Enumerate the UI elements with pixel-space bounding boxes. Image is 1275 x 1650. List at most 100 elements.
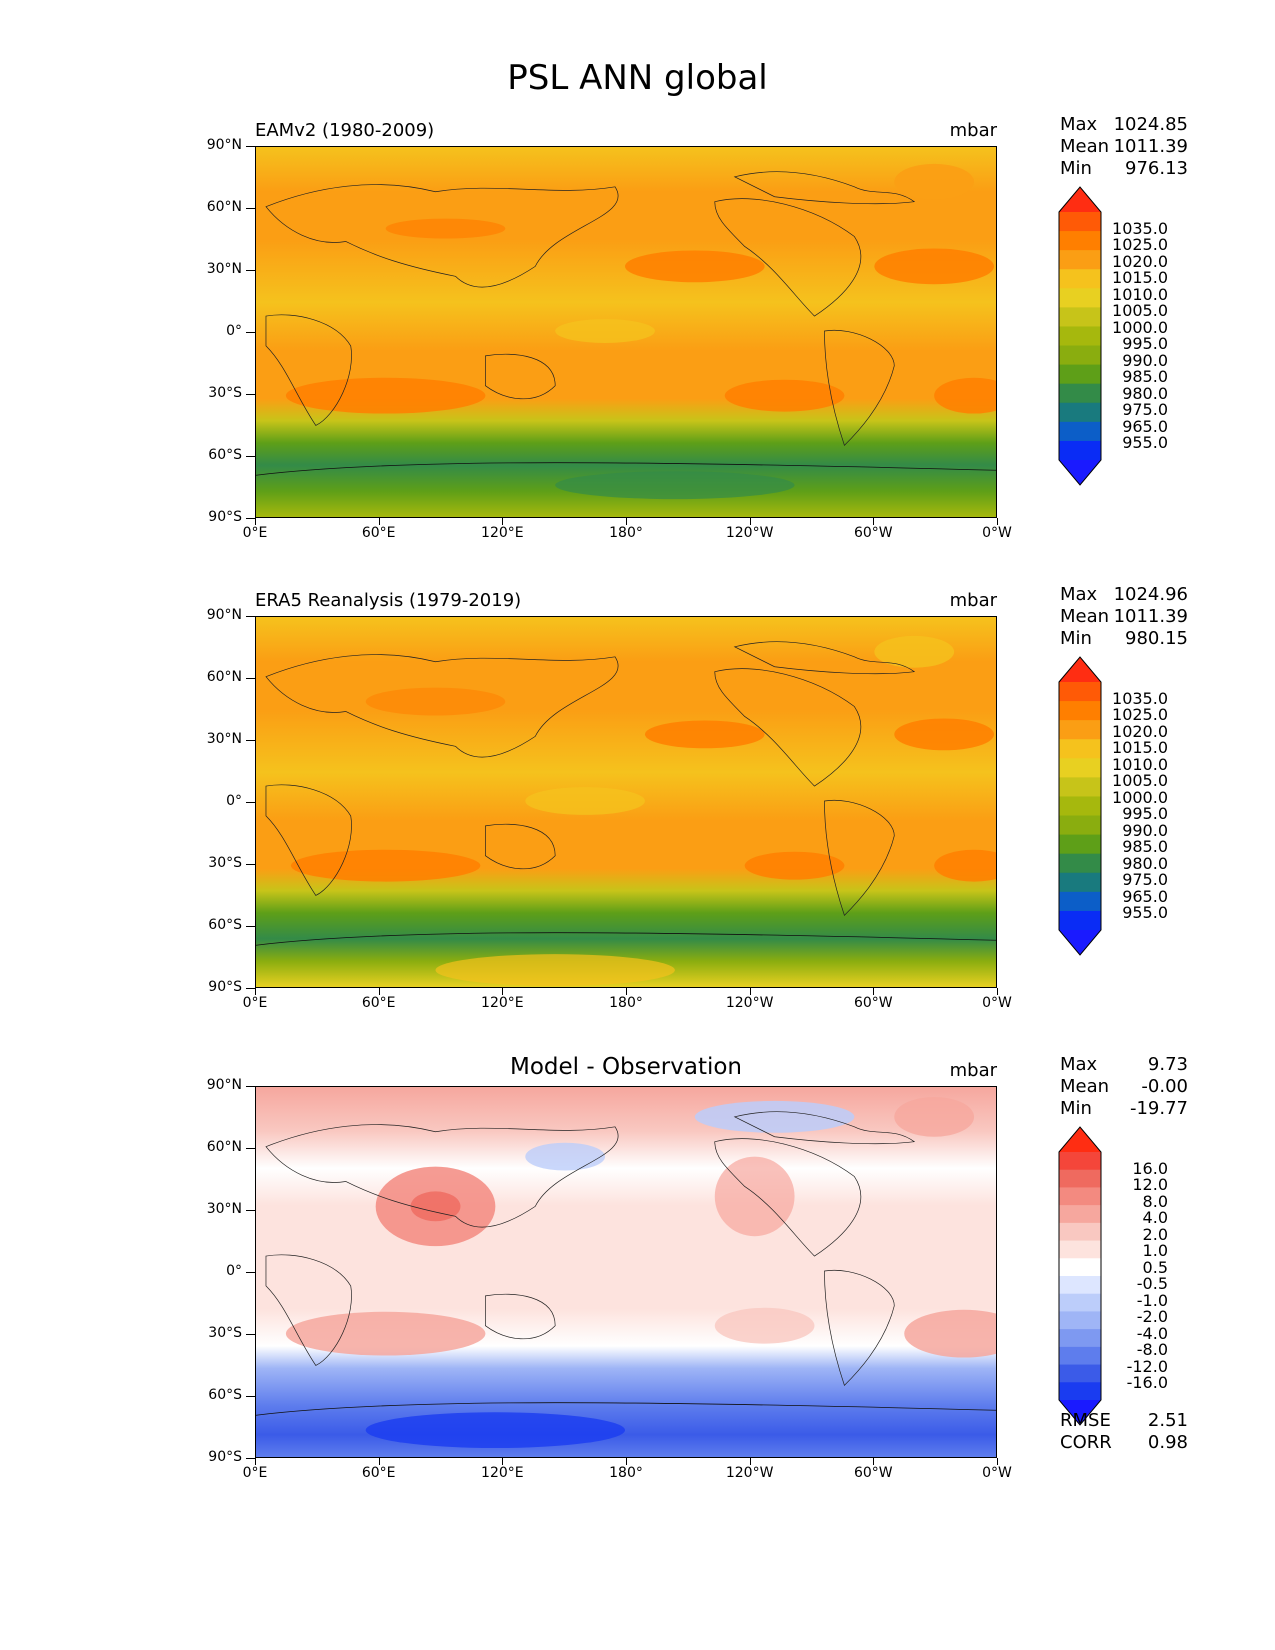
lon-tick-label: 120°W — [725, 1465, 774, 1481]
map-field — [255, 1086, 997, 1458]
colorbar-tick-label: 955.0 — [1122, 903, 1168, 923]
map-field — [255, 146, 997, 518]
colorbar-outline — [1058, 186, 1102, 486]
panel-title: EAMv2 (1980-2009) — [255, 120, 435, 141]
colorbar-tick-label: -12.0 — [1126, 1356, 1168, 1376]
panel-units: mbar — [949, 590, 997, 611]
lat-tick-label: 90°S — [208, 979, 242, 995]
stat-mean: 1011.39 — [1113, 136, 1188, 157]
colorbar-extend-max — [1059, 1127, 1101, 1152]
colorbar-tick-label: 1015.0 — [1112, 738, 1168, 758]
lon-tick-label: 120°E — [481, 525, 524, 541]
lon-tick-label: 120°W — [725, 995, 774, 1011]
colorbar-segment — [1059, 269, 1101, 289]
colorbar-tick-label: 985.0 — [1122, 367, 1168, 387]
colorbar-svg — [1058, 186, 1102, 486]
colorbar-tick-label: 975.0 — [1122, 400, 1168, 420]
colorbar-segment — [1059, 796, 1101, 817]
lat-tick — [246, 332, 255, 333]
stat-min: -19.77 — [1129, 1098, 1188, 1119]
stat-min-label: Min — [1060, 628, 1092, 649]
colorbar-segment — [1059, 815, 1101, 836]
colorbar-outline — [1058, 1126, 1102, 1426]
colorbar-segment — [1059, 853, 1101, 874]
lat-tick — [246, 1396, 255, 1397]
colorbar-segment — [1059, 402, 1101, 423]
colorbar-tick-label: 1000.0 — [1112, 317, 1168, 337]
lat-tick-label: 60°N — [206, 669, 242, 685]
lat-tick-label: 0° — [226, 793, 242, 809]
colorbar-segment — [1059, 1152, 1101, 1171]
panel-units: mbar — [949, 120, 997, 141]
metrics-box: RMSE 2.51 CORR 0.98 — [1060, 1410, 1188, 1454]
lat-tick — [246, 394, 255, 395]
lat-tick-label: 60°S — [208, 1387, 242, 1403]
colorbar-tick-label: 1020.0 — [1112, 251, 1168, 271]
lon-tick — [873, 988, 875, 995]
colorbar-extend-min — [1059, 460, 1101, 485]
colorbar-segment — [1059, 834, 1101, 855]
lon-tick-label: 0°W — [982, 995, 1012, 1011]
colorbar-tick-label: 985.0 — [1122, 837, 1168, 857]
colorbar-segment — [1059, 1258, 1101, 1277]
lat-tick-label: 60°S — [208, 447, 242, 463]
colorbar-segment — [1059, 1187, 1101, 1206]
colorbar-segment — [1059, 1293, 1101, 1312]
lon-tick-label: 60°W — [853, 525, 893, 541]
colorbar-extend-min — [1059, 1400, 1101, 1425]
corr-label: CORR — [1060, 1432, 1112, 1453]
colorbar-tick-label: -16.0 — [1126, 1373, 1168, 1393]
stats-box: Max 1024.85 Mean 1011.39 Min 976.13 — [1060, 114, 1188, 180]
colorbar-segment — [1059, 701, 1101, 721]
colorbar-tick-label: 1005.0 — [1112, 771, 1168, 791]
colorbar-tick-label: 990.0 — [1122, 820, 1168, 840]
stat-mean-label: Mean — [1060, 1076, 1110, 1097]
colorbar-labels: 1035.0 1025.0 1020.0 1015.0 1010.0 1005.0 1000… — [1090, 186, 1170, 486]
corr-value: 0.98 — [1147, 1432, 1188, 1453]
lon-tick-label: 0°W — [982, 1465, 1012, 1481]
lon-tick-label: 120°E — [481, 995, 524, 1011]
panel-model: EAMv2 (1980-2009) mbar — [0, 114, 1275, 574]
stat-min: 980.15 — [1125, 628, 1188, 649]
colorbar-segment — [1059, 250, 1101, 270]
colorbar-segment — [1059, 1346, 1101, 1366]
lat-tick-label: 60°N — [206, 1139, 242, 1155]
colorbar-segment — [1059, 1205, 1101, 1224]
stat-mean: -0.00 — [1141, 1076, 1188, 1097]
colorbar-outline — [1058, 656, 1102, 956]
colorbar-tick-label: -1.0 — [1136, 1290, 1168, 1310]
colorbar-tick-label: 4.0 — [1142, 1208, 1168, 1228]
lon-tick — [997, 518, 998, 525]
lon-tick-label: 60°E — [361, 995, 396, 1011]
colorbar-tick-label: 975.0 — [1122, 870, 1168, 890]
colorbar-extend-max — [1059, 187, 1101, 212]
lat-tick — [246, 802, 255, 803]
lon-tick — [997, 988, 998, 995]
colorbar-segment — [1059, 307, 1101, 327]
lat-tick — [246, 988, 255, 989]
lon-tick-label: 0°W — [982, 525, 1012, 541]
lat-tick-label: 30°N — [206, 731, 242, 747]
lon-tick — [749, 518, 751, 525]
colorbar-segment — [1059, 345, 1101, 366]
panel-title: Model - Observation — [509, 1054, 743, 1080]
lon-tick — [502, 518, 504, 525]
colorbar-tick-label: 1035.0 — [1112, 218, 1168, 238]
colorbar-tick-label: -2.0 — [1136, 1307, 1168, 1327]
colorbar — [1058, 1126, 1102, 1426]
stat-min: 976.13 — [1125, 158, 1188, 179]
colorbar-segment — [1059, 1240, 1101, 1259]
colorbar-labels: 1035.0 1025.0 1020.0 1015.0 1010.0 1005.0 1000… — [1090, 656, 1170, 956]
lat-tick — [246, 1272, 255, 1273]
colorbar-tick-label: 1025.0 — [1112, 235, 1168, 255]
lon-tick — [873, 518, 875, 525]
lon-tick-label: 180° — [609, 525, 643, 541]
lat-tick — [246, 1334, 255, 1335]
colorbar-segment — [1059, 364, 1101, 385]
lat-tick-label: 90°N — [206, 1077, 242, 1093]
colorbar-tick-label: 1000.0 — [1112, 787, 1168, 807]
lon-tick-label: 180° — [609, 995, 643, 1011]
colorbar-segment — [1059, 682, 1101, 702]
stats-box: Max 1024.96 Mean 1011.39 Min 980.15 — [1060, 584, 1188, 650]
colorbar-segment — [1059, 739, 1101, 759]
